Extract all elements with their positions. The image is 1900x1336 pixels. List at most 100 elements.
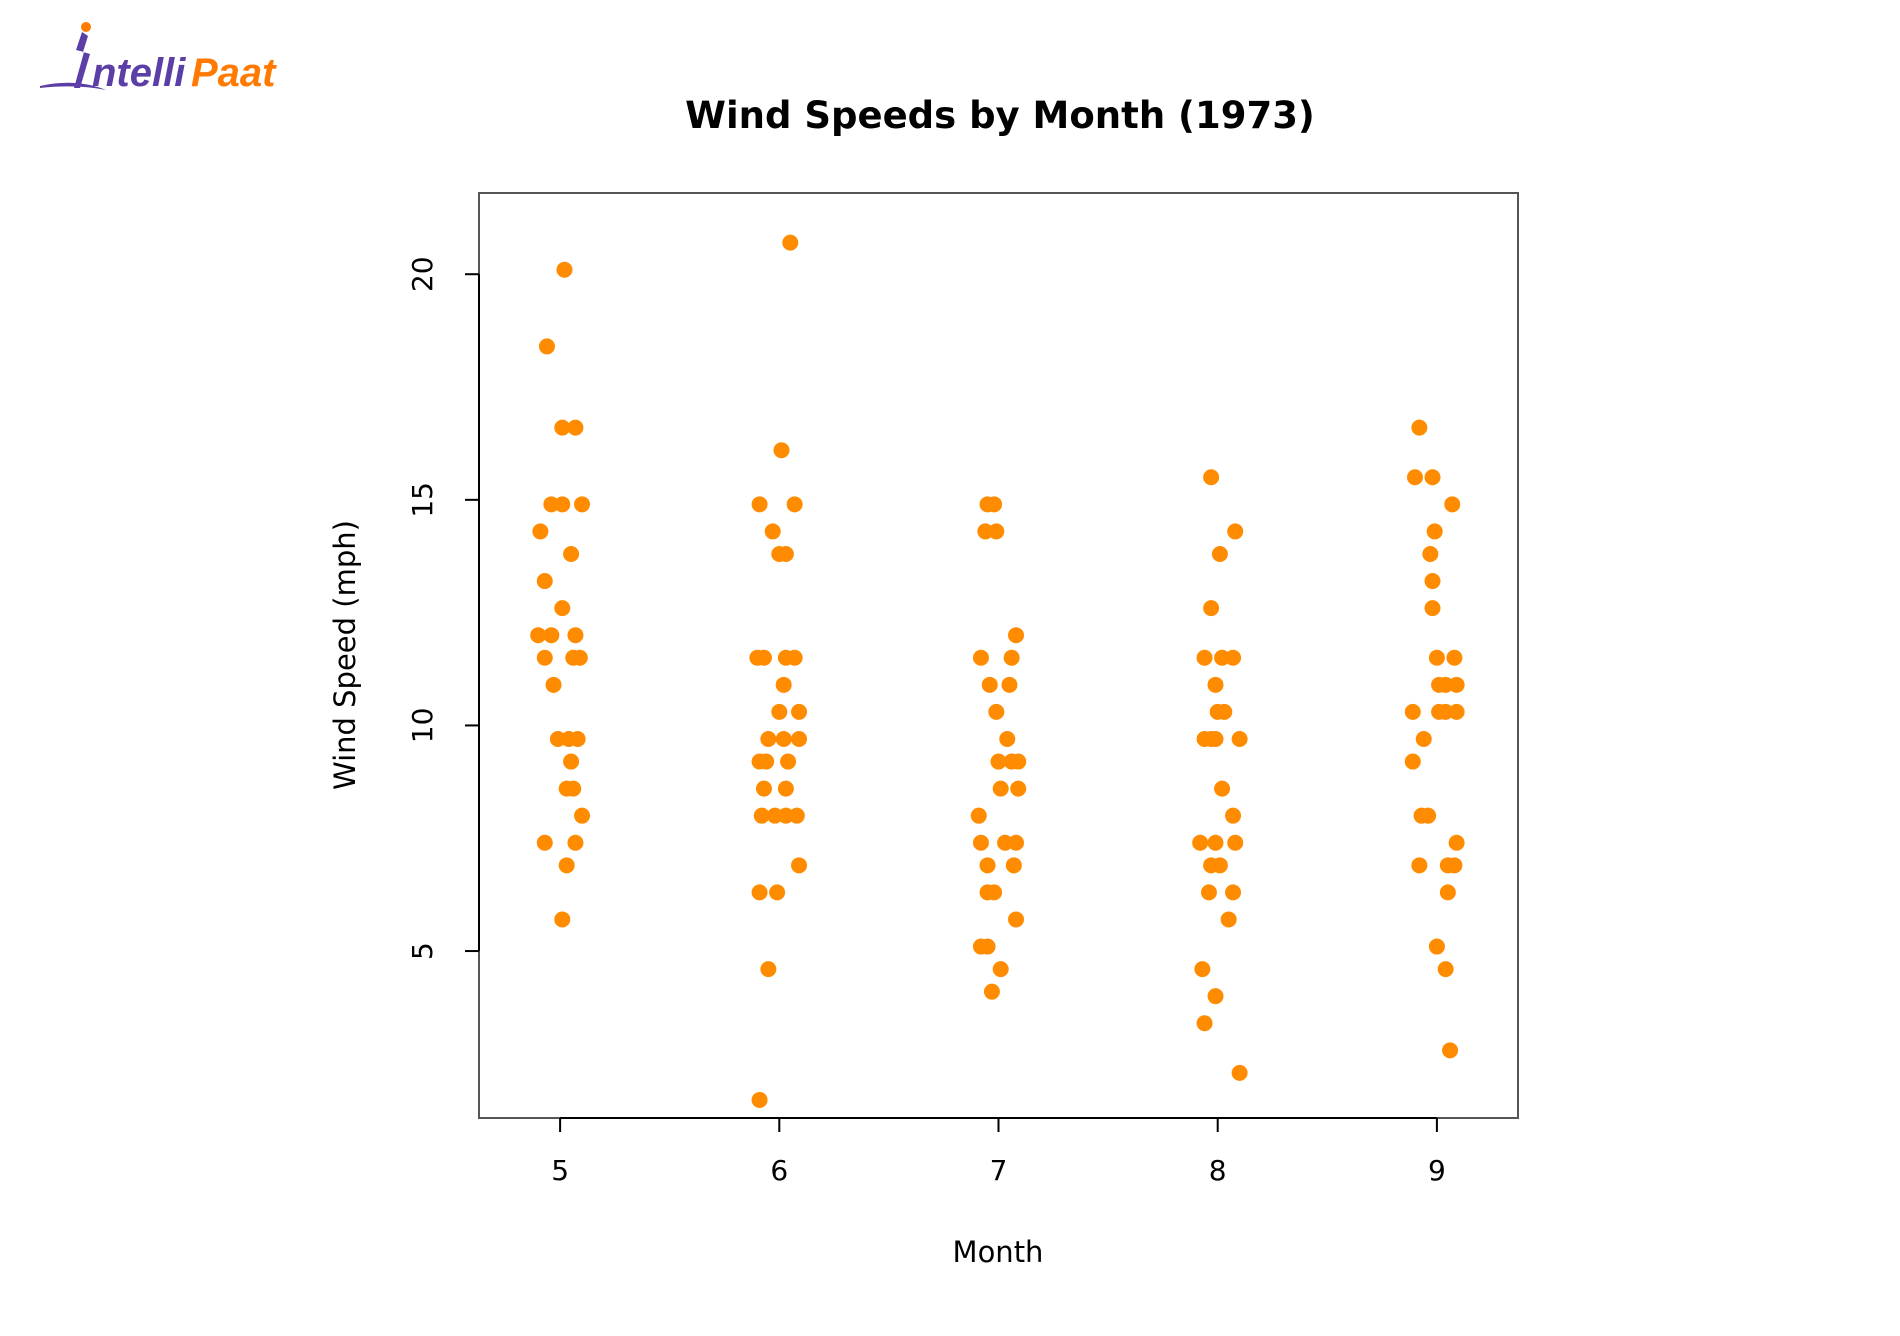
data-point (1428, 649, 1445, 666)
data-point (1010, 753, 1027, 770)
data-point (777, 807, 794, 824)
data-point (1411, 419, 1428, 436)
data-point (554, 600, 571, 617)
data-point (1231, 730, 1248, 747)
data-point (1207, 730, 1224, 747)
data-point (983, 983, 1000, 1000)
data-point (1203, 600, 1220, 617)
y-tick-label: 15 (406, 482, 439, 518)
data-point (554, 911, 571, 928)
data-point (791, 703, 808, 720)
data-point (751, 884, 768, 901)
data-point (554, 496, 571, 513)
data-point (786, 496, 803, 513)
data-point (775, 730, 792, 747)
data-point (571, 649, 588, 666)
data-point (543, 627, 560, 644)
data-point (1422, 545, 1439, 562)
plot-frame (478, 192, 1519, 1119)
data-point (1001, 676, 1018, 693)
data-point (997, 834, 1014, 851)
logo-swoosh-icon (40, 82, 106, 90)
x-axis: 5 6 7 8 9 (551, 1117, 1446, 1187)
data-point (992, 780, 1009, 797)
data-point (1196, 649, 1213, 666)
data-point (791, 857, 808, 874)
data-point (536, 834, 553, 851)
data-point (769, 884, 786, 901)
data-point (558, 857, 575, 874)
data-point (1220, 911, 1237, 928)
data-point (755, 780, 772, 797)
data-point (760, 730, 777, 747)
data-point (1406, 469, 1423, 486)
data-point (1439, 884, 1456, 901)
data-point (563, 753, 580, 770)
data-point (979, 938, 996, 955)
data-point (1446, 857, 1463, 874)
data-point (1424, 600, 1441, 617)
logo-head-icon (81, 22, 91, 32)
data-point (536, 573, 553, 590)
logo-text-prefix: ntelli (92, 51, 186, 95)
data-point (1415, 730, 1432, 747)
data-point (986, 884, 1003, 901)
data-point (766, 807, 783, 824)
logo-figure-icon (74, 32, 90, 88)
y-tick-label: 20 (406, 256, 439, 292)
data-point (1446, 649, 1463, 666)
data-point (1005, 857, 1022, 874)
data-point (979, 857, 996, 874)
data-point (1003, 649, 1020, 666)
data-point (545, 676, 562, 693)
data-point (753, 807, 770, 824)
x-tick-label: 6 (770, 1154, 788, 1187)
y-axis-title: Wind Speed (mph) (328, 520, 362, 790)
data-point (1211, 857, 1228, 874)
data-point (554, 419, 571, 436)
data-point (764, 523, 781, 540)
data-point (549, 730, 566, 747)
data-point (574, 807, 591, 824)
data-point (569, 730, 586, 747)
data-point (1404, 753, 1421, 770)
data-point (1448, 834, 1465, 851)
data-point (567, 627, 584, 644)
data-point (771, 703, 788, 720)
data-point (1008, 911, 1025, 928)
data-point (1444, 496, 1461, 513)
data-point (992, 961, 1009, 978)
data-point (1424, 573, 1441, 590)
data-point (574, 496, 591, 513)
data-point (777, 780, 794, 797)
data-point (751, 496, 768, 513)
data-point (565, 780, 582, 797)
data-point (1214, 780, 1231, 797)
chart-title: Wind Speeds by Month (1973) (685, 94, 1315, 137)
data-point (786, 649, 803, 666)
data-point (538, 338, 555, 355)
data-point (990, 753, 1007, 770)
x-tick-label: 7 (990, 1154, 1008, 1187)
data-point (1411, 857, 1428, 874)
data-point (1437, 703, 1454, 720)
data-point (1428, 938, 1445, 955)
data-point (1227, 834, 1244, 851)
data-point (780, 753, 797, 770)
data-point (758, 753, 775, 770)
data-point (1404, 703, 1421, 720)
x-tick-label: 9 (1428, 1154, 1446, 1187)
data-point (1426, 523, 1443, 540)
data-point (988, 703, 1005, 720)
data-point (536, 649, 553, 666)
data-point (1448, 703, 1465, 720)
data-point (1442, 1042, 1459, 1059)
data-point (1216, 703, 1233, 720)
data-point (563, 545, 580, 562)
data-point (986, 496, 1003, 513)
data-point (788, 807, 805, 824)
x-axis-title: Month (953, 1235, 1044, 1269)
data-point (1227, 523, 1244, 540)
data-point (556, 261, 573, 278)
data-point (1214, 649, 1231, 666)
